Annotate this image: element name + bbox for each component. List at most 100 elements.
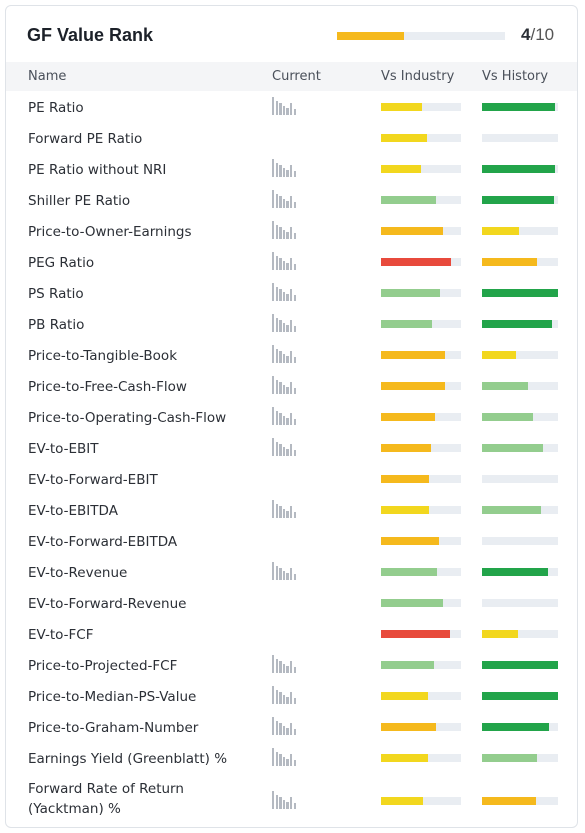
sparkline-bar xyxy=(275,565,278,580)
bar-track xyxy=(482,660,558,669)
metric-name: EV-to-EBITDA xyxy=(28,502,118,519)
bar-track xyxy=(482,133,558,142)
sparkline-bar xyxy=(279,319,282,332)
bar-track xyxy=(381,195,461,204)
bar-track xyxy=(482,722,558,731)
column-label: Vs History xyxy=(482,69,549,84)
sparkline-bar xyxy=(272,96,275,115)
sparkline-bar xyxy=(282,415,286,425)
sparkline-bar xyxy=(279,722,282,735)
sparkline-bar xyxy=(293,759,296,766)
sparkline-bar xyxy=(275,286,278,301)
sparkline-bar xyxy=(275,441,278,456)
sparkline-icon xyxy=(272,685,298,704)
column-label: Name xyxy=(28,69,67,84)
sparkline-bar xyxy=(275,100,278,115)
sparkline-bar xyxy=(286,448,289,456)
bar-track xyxy=(381,381,461,390)
history-bar xyxy=(482,226,520,235)
sparkline-bar xyxy=(293,666,296,673)
metric-name: Price-to-Operating-Cash-Flow xyxy=(28,409,227,426)
sparkline-bar xyxy=(282,570,286,580)
sparkline-bar xyxy=(293,511,296,518)
sparkline-bar xyxy=(282,105,286,115)
sparkline-bar xyxy=(290,505,293,518)
industry-bar xyxy=(381,722,437,731)
metric-name: Price-to-Graham-Number xyxy=(28,719,199,736)
history-bar xyxy=(482,257,537,266)
sparkline-bar xyxy=(290,350,293,363)
history-bar xyxy=(482,288,558,297)
sparkline-bar xyxy=(279,226,282,239)
industry-bar xyxy=(381,505,429,514)
sparkline-bar xyxy=(286,696,289,704)
bar-track xyxy=(482,350,558,359)
bar-track xyxy=(482,536,558,545)
industry-bar xyxy=(381,598,444,607)
metric-name: PE Ratio without NRI xyxy=(28,161,167,178)
bar-track xyxy=(482,195,558,204)
sparkline-bar xyxy=(275,224,278,239)
history-bar xyxy=(482,722,549,731)
rank-value: 4 xyxy=(521,25,531,44)
bar-track xyxy=(482,102,558,111)
metric-name: Price-to-Owner-Earnings xyxy=(28,223,192,240)
bar-track xyxy=(381,226,461,235)
bar-track xyxy=(381,257,461,266)
history-bar xyxy=(482,412,533,421)
sparkline-bar xyxy=(286,417,289,425)
sparkline-bar xyxy=(282,229,286,239)
history-bar xyxy=(482,195,555,204)
sparkline-bar xyxy=(272,158,275,177)
sparkline-icon xyxy=(272,561,298,580)
metric-name: Shiller PE Ratio xyxy=(28,192,131,209)
column-header: Name Current Vs Industry Vs History xyxy=(6,62,577,91)
industry-bar xyxy=(381,319,433,328)
sparkline-icon xyxy=(272,654,298,673)
sparkline-bar xyxy=(293,325,296,332)
sparkline-icon xyxy=(272,251,298,270)
industry-bar xyxy=(381,474,429,483)
bar-track xyxy=(381,797,461,805)
sparkline-bar xyxy=(279,412,282,425)
industry-bar xyxy=(381,133,428,142)
sparkline-bar xyxy=(293,449,296,456)
metric-name: Forward PE Ratio xyxy=(28,130,143,147)
sparkline-bar xyxy=(272,313,275,332)
sparkline-icon xyxy=(272,313,298,332)
industry-bar xyxy=(381,226,444,235)
sparkline-bar xyxy=(290,567,293,580)
sparkline-bar xyxy=(293,573,296,580)
sparkline-bar xyxy=(286,386,289,394)
sparkline-bar xyxy=(293,294,296,301)
history-bar xyxy=(482,505,541,514)
sparkline-bar xyxy=(272,561,275,580)
sparkline-bar xyxy=(293,232,296,239)
metric-name: Price-to-Free-Cash-Flow xyxy=(28,378,187,395)
sparkline-bar xyxy=(275,379,278,394)
sparkline-bar xyxy=(272,344,275,363)
bar-track xyxy=(482,164,558,173)
bar-track xyxy=(482,443,558,452)
industry-bar xyxy=(381,350,445,359)
bar-track xyxy=(482,567,558,576)
sparkline-bar xyxy=(286,665,289,673)
sparkline-icon xyxy=(272,747,298,766)
sparkline-bar xyxy=(282,353,286,363)
bar-track xyxy=(381,567,461,576)
industry-bar xyxy=(381,257,452,266)
industry-bar xyxy=(381,412,436,421)
sparkline-icon xyxy=(272,220,298,239)
sparkline-bar xyxy=(282,322,286,332)
sparkline-bar xyxy=(282,756,286,766)
bar-track xyxy=(482,288,558,297)
sparkline-bar xyxy=(272,189,275,208)
bar-track xyxy=(381,133,461,142)
bar-track xyxy=(381,629,461,638)
sparkline-bar xyxy=(279,505,282,518)
sparkline-bar xyxy=(293,170,296,177)
bar-track xyxy=(482,753,558,762)
history-bar xyxy=(482,797,536,805)
sparkline-bar xyxy=(286,324,289,332)
sparkline-bar xyxy=(272,716,275,735)
